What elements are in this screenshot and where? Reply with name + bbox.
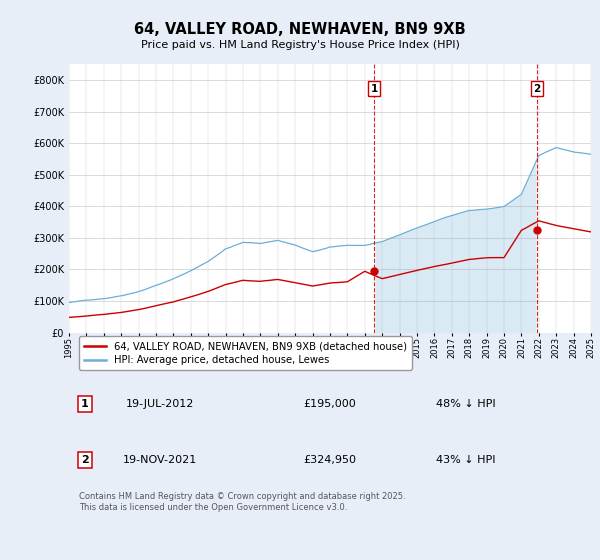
Text: 19-JUL-2012: 19-JUL-2012 bbox=[126, 399, 194, 409]
Text: 64, VALLEY ROAD, NEWHAVEN, BN9 9XB: 64, VALLEY ROAD, NEWHAVEN, BN9 9XB bbox=[134, 22, 466, 38]
Text: Price paid vs. HM Land Registry's House Price Index (HPI): Price paid vs. HM Land Registry's House … bbox=[140, 40, 460, 50]
Text: 48% ↓ HPI: 48% ↓ HPI bbox=[436, 399, 496, 409]
Text: 2: 2 bbox=[81, 455, 89, 465]
Text: 43% ↓ HPI: 43% ↓ HPI bbox=[436, 455, 496, 465]
Text: £324,950: £324,950 bbox=[304, 455, 356, 465]
Text: 1: 1 bbox=[81, 399, 89, 409]
Text: £195,000: £195,000 bbox=[304, 399, 356, 409]
Text: 1: 1 bbox=[371, 83, 378, 94]
Text: 19-NOV-2021: 19-NOV-2021 bbox=[123, 455, 197, 465]
Text: 2: 2 bbox=[533, 83, 541, 94]
Legend: 64, VALLEY ROAD, NEWHAVEN, BN9 9XB (detached house), HPI: Average price, detache: 64, VALLEY ROAD, NEWHAVEN, BN9 9XB (deta… bbox=[79, 337, 412, 370]
Text: Contains HM Land Registry data © Crown copyright and database right 2025.
This d: Contains HM Land Registry data © Crown c… bbox=[79, 492, 406, 512]
